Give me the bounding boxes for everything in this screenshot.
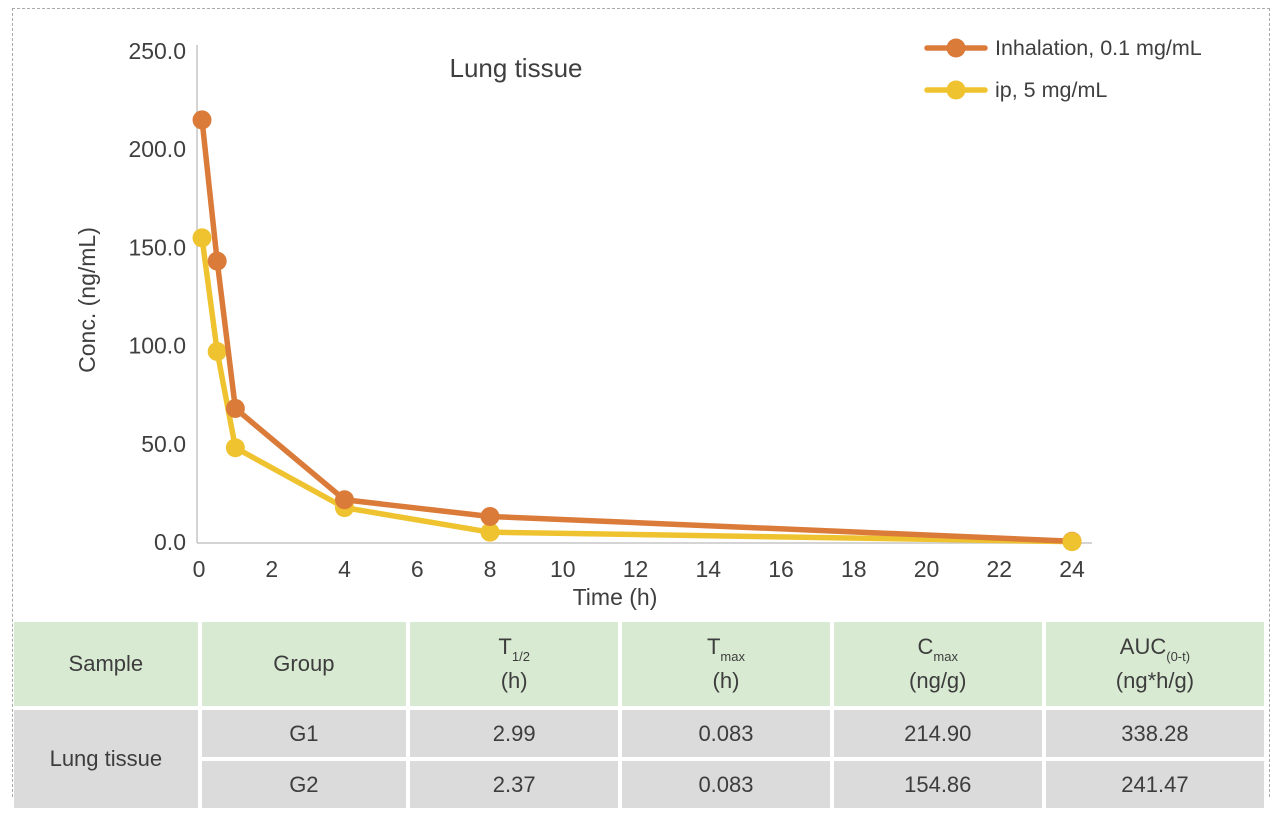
cell-thalf-g2: 2.37 — [410, 761, 619, 808]
cell-tmax-g2: 0.083 — [622, 761, 830, 808]
cell-auc-g1: 338.28 — [1045, 710, 1264, 757]
legend-item-label: Inhalation, 0.1 mg/mL — [995, 36, 1202, 60]
x-tick-label: 16 — [768, 556, 794, 582]
x-tick-label: 24 — [1059, 556, 1085, 582]
line-chart-svg: Lung tissue Conc. (ng/mL) Time (h) 0.0 50… — [74, 36, 1202, 610]
x-tick-label: 0 — [193, 556, 206, 582]
chart-title: Lung tissue — [450, 53, 583, 83]
y-tick-label: 250.0 — [128, 38, 186, 64]
cell-group-g1: G1 — [201, 710, 407, 757]
concentration-chart: Lung tissue Conc. (ng/mL) Time (h) 0.0 50… — [74, 36, 1202, 610]
legend-item-label: ip, 5 mg/mL — [995, 78, 1107, 102]
data-point-marker — [480, 506, 500, 526]
series-line — [199, 117, 1075, 544]
cell-thalf-g1: 2.99 — [410, 710, 619, 757]
x-tick-label: 20 — [914, 556, 940, 582]
y-axis-label: Conc. (ng/mL) — [74, 227, 100, 373]
y-tick-label: 100.0 — [128, 333, 186, 359]
y-tick-label: 0.0 — [154, 529, 186, 555]
cell-group-g2: G2 — [201, 761, 407, 808]
x-tick-label: 4 — [338, 556, 351, 582]
data-point-marker — [207, 251, 227, 271]
y-tick-label: 200.0 — [128, 136, 186, 162]
series-line — [199, 235, 1075, 545]
data-point-marker — [480, 522, 500, 542]
data-point-marker — [192, 110, 212, 130]
x-tick-label: 10 — [550, 556, 576, 582]
x-tick-label: 18 — [841, 556, 867, 582]
data-point-marker — [1062, 532, 1082, 552]
col-header-thalf: T1/2 (h) — [410, 622, 619, 706]
x-tick-label: 12 — [623, 556, 649, 582]
x-tick-label: 14 — [695, 556, 721, 582]
pk-parameters-table: Sample Group T1/2 (h) Tmax (h) Cmax (ng/… — [14, 622, 1264, 808]
col-header-auc: AUC(0-t) (ng*h/g) — [1045, 622, 1264, 706]
y-tick-label: 150.0 — [128, 234, 186, 260]
cell-tmax-g1: 0.083 — [622, 710, 830, 757]
cell-cmax-g2: 154.86 — [833, 761, 1042, 808]
cell-cmax-g1: 214.90 — [833, 710, 1042, 757]
col-header-sample: Sample — [14, 622, 198, 706]
data-point-marker — [207, 341, 227, 361]
cell-sample-lung-tissue: Lung tissue — [14, 710, 198, 808]
legend-marker-dot — [946, 80, 966, 100]
data-point-marker — [225, 438, 245, 458]
x-tick-label: 22 — [986, 556, 1012, 582]
x-tick-label: 8 — [484, 556, 497, 582]
legend-marker-dot — [946, 38, 966, 58]
data-point-marker — [225, 398, 245, 418]
x-tick-label: 2 — [265, 556, 278, 582]
data-point-marker — [192, 228, 212, 248]
x-axis-label: Time (h) — [573, 584, 658, 610]
y-tick-label: 50.0 — [141, 431, 186, 457]
x-tick-label: 6 — [411, 556, 424, 582]
col-header-group: Group — [201, 622, 407, 706]
col-header-tmax: Tmax (h) — [622, 622, 830, 706]
data-point-marker — [335, 490, 354, 510]
col-header-cmax: Cmax (ng/g) — [833, 622, 1042, 706]
cell-auc-g2: 241.47 — [1045, 761, 1264, 808]
